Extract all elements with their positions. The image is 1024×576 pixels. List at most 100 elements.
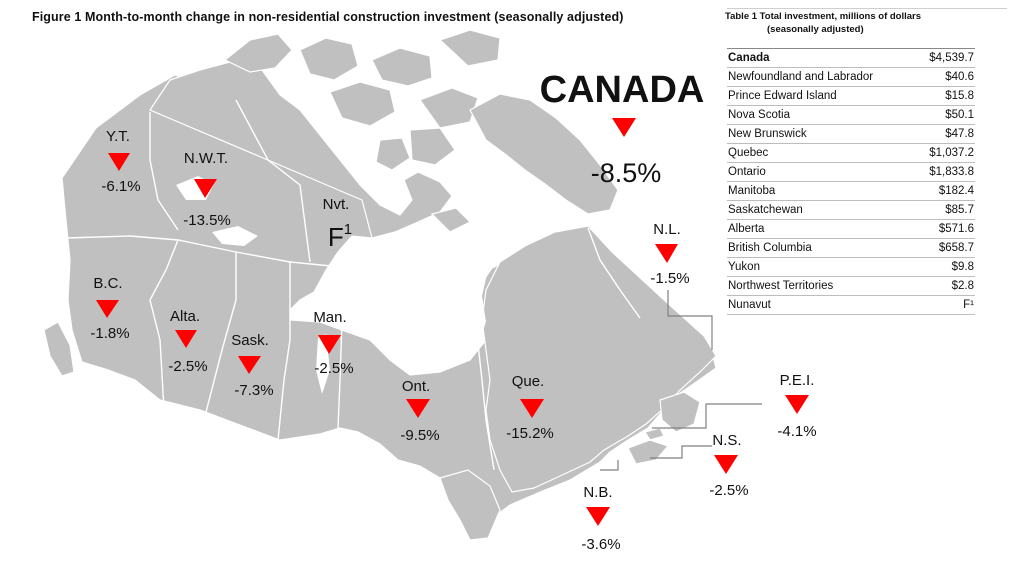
row-value: $50.1 — [945, 109, 974, 121]
figure-title: Figure 1 Month-to-month change in non-re… — [32, 10, 624, 24]
row-value: $47.8 — [945, 128, 974, 140]
down-arrow-icon — [520, 399, 544, 418]
baffin-island — [469, 93, 619, 215]
quebec-labrador — [481, 225, 717, 493]
pei — [644, 427, 665, 441]
province-change: -9.5% — [400, 427, 439, 444]
great-slave-lake — [212, 226, 258, 246]
arctic-island — [438, 29, 501, 67]
down-arrow-icon — [714, 455, 738, 474]
province-abbr: P.E.I. — [780, 372, 815, 389]
row-value: $2.8 — [951, 280, 974, 292]
province-change: -2.5% — [168, 358, 207, 375]
down-arrow-icon — [318, 335, 341, 354]
table-row: Yukon $9.8 — [727, 258, 975, 277]
arctic-island — [375, 137, 411, 171]
down-arrow-icon — [194, 179, 217, 198]
row-label: Quebec — [728, 147, 769, 159]
table-title: Table 1 Total investment, millions of do… — [725, 10, 975, 36]
hudson-bay — [340, 232, 488, 372]
arctic-island — [409, 127, 456, 166]
province-marker-ont: Ont. -9.5% — [400, 378, 439, 444]
province-abbr: Ont. — [402, 378, 430, 395]
row-value: $40.6 — [945, 71, 974, 83]
province-marker-bc: B.C. -1.8% — [90, 275, 129, 342]
row-value: $571.6 — [938, 223, 974, 235]
row-label: Nunavut — [728, 299, 771, 311]
down-arrow-icon — [96, 300, 119, 318]
province-marker-ns: N.S. -2.5% — [709, 432, 748, 499]
table-top-rule — [727, 8, 1007, 9]
table-row: Canada $4,539.7 — [727, 49, 975, 68]
province-change: -2.5% — [709, 482, 748, 499]
row-label: Alberta — [728, 223, 765, 235]
down-arrow-icon — [406, 399, 430, 418]
border-sask-man — [277, 262, 291, 441]
national-name: CANADA — [540, 69, 705, 111]
nb-leader — [600, 460, 619, 471]
row-value: $658.7 — [938, 242, 974, 254]
province-change: -7.3% — [234, 382, 273, 399]
province-abbr: Que. — [512, 373, 545, 390]
border-man-ont — [337, 267, 351, 429]
row-value: $15.8 — [945, 90, 974, 102]
province-marker-nb: N.B. -3.6% — [581, 484, 620, 553]
province-abbr: B.C. — [93, 275, 122, 292]
province-abbr: Alta. — [170, 308, 200, 325]
southern-ontario — [439, 469, 501, 541]
border-alta-sask — [203, 252, 237, 421]
province-marker-nvt: Nvt. F1 — [323, 196, 352, 252]
province-marker-nl: N.L. -1.5% — [650, 221, 689, 287]
down-arrow-icon — [238, 356, 261, 374]
row-label: Prince Edward Island — [728, 90, 837, 102]
province-change: -1.5% — [650, 270, 689, 287]
province-change: -3.6% — [581, 536, 620, 553]
boundaries — [65, 99, 641, 471]
national-down-arrow-icon — [612, 118, 636, 137]
province-abbr: Y.T. — [106, 128, 130, 145]
row-value: $9.8 — [951, 261, 974, 273]
row-value: $1,833.8 — [929, 166, 974, 178]
nunavut-change: F — [328, 222, 344, 252]
down-arrow-icon — [175, 330, 197, 348]
province-marker-pei: P.E.I. -4.1% — [777, 372, 816, 440]
province-change: -6.1% — [101, 178, 140, 195]
arctic-island — [299, 37, 359, 81]
row-label: Yukon — [728, 261, 760, 273]
leader-lines — [600, 290, 762, 471]
arctic-island — [329, 81, 396, 127]
border-que-lab — [587, 227, 641, 319]
landmass — [43, 29, 717, 541]
newfoundland — [659, 391, 701, 433]
table-row: Prince Edward Island $15.8 — [727, 87, 975, 106]
row-label: Saskatchewan — [728, 204, 803, 216]
arctic-island — [419, 87, 479, 129]
table-row: Northwest Territories $2.8 — [727, 277, 975, 296]
nunavut-footnote: 1 — [344, 221, 352, 238]
row-label: Nova Scotia — [728, 109, 791, 121]
row-label: British Columbia — [728, 242, 812, 254]
table-row: Alberta $571.6 — [727, 220, 975, 239]
row-value: $85.7 — [945, 204, 974, 216]
row-label: Newfoundland and Labrador — [728, 71, 874, 83]
border-nwt-nvt — [235, 99, 311, 263]
province-abbr: N.W.T. — [184, 150, 228, 167]
table-row: Newfoundland and Labrador $40.6 — [727, 68, 975, 87]
down-arrow-icon — [655, 244, 678, 263]
province-abbr: Nvt. — [323, 196, 350, 213]
province-marker-yt: Y.T. -6.1% — [101, 128, 140, 195]
table-title-line1: Table 1 Total investment, millions of do… — [725, 11, 922, 22]
table-row: Quebec $1,037.2 — [727, 144, 975, 163]
province-marker-que: Que. -15.2% — [506, 373, 554, 442]
border-60th-parallel — [65, 235, 353, 269]
province-change: -2.5% — [314, 360, 353, 377]
row-value: $4,539.7 — [929, 52, 974, 64]
ns-leader — [650, 445, 712, 459]
table-row: Nova Scotia $50.1 — [727, 106, 975, 125]
province-abbr: N.S. — [712, 432, 741, 449]
province-abbr: Sask. — [231, 332, 269, 349]
table-body: Canada $4,539.7 Newfoundland and Labrador $… — [727, 48, 975, 315]
row-label: Ontario — [728, 166, 766, 178]
border-ont-que — [477, 343, 495, 471]
